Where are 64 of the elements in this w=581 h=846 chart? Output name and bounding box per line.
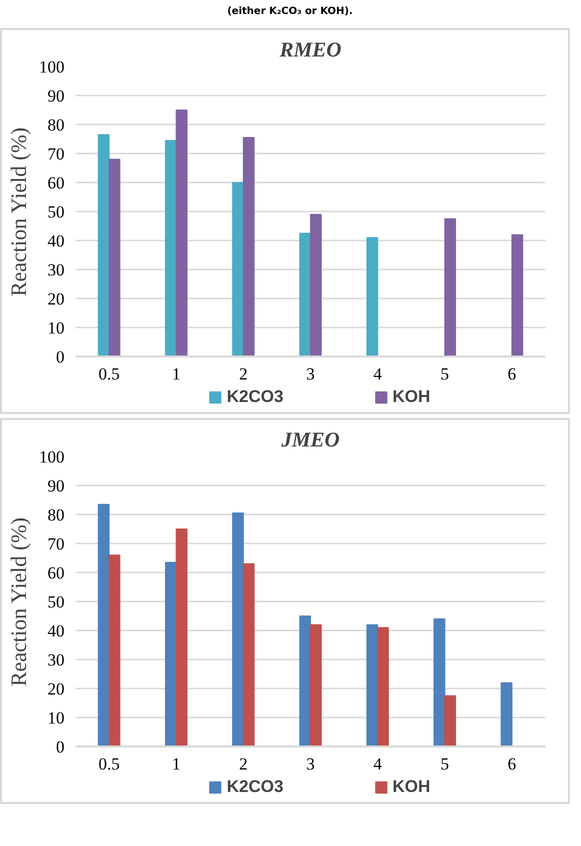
x-tick-label: 1: [172, 754, 180, 774]
y-tick-label: 0: [56, 348, 64, 366]
y-tick-label: 80: [48, 116, 64, 134]
x-tick-label: 5: [440, 364, 450, 384]
bar: [232, 182, 244, 356]
bar: [176, 528, 188, 746]
x-tick-label: 0.5: [98, 364, 120, 384]
y-tick-label: 40: [48, 622, 64, 640]
y-axis-title: Reaction Yield (%): [6, 517, 31, 686]
y-tick-label: 50: [48, 202, 64, 222]
y-tick-label: 30: [48, 260, 64, 280]
bar: [98, 134, 110, 356]
bar: [108, 158, 120, 356]
x-tick-label: 3: [306, 754, 315, 774]
bar: [444, 218, 456, 356]
y-tick-label: 60: [48, 174, 64, 192]
y-tick-label: 10: [48, 708, 64, 728]
y-tick-label: 20: [48, 680, 64, 698]
x-tick-label: 6: [508, 364, 516, 384]
bar: [98, 504, 110, 746]
bar: [310, 214, 322, 356]
bar: [310, 624, 322, 746]
legend-label: K2CO3: [226, 777, 284, 797]
bar: [444, 695, 456, 746]
x-tick-label: 6: [508, 754, 516, 774]
x-tick-label: 5: [440, 754, 450, 774]
y-tick-label: 90: [48, 86, 64, 106]
y-tick-label: 40: [48, 232, 64, 250]
x-tick-label: 3: [306, 364, 315, 384]
x-tick-label: 1: [172, 364, 180, 384]
text: (either K₂CO₃ or KOH).: [227, 5, 353, 19]
y-tick-label: 80: [48, 506, 64, 524]
bar: [108, 554, 120, 746]
bar: [366, 237, 378, 356]
bar: [232, 512, 244, 746]
x-tick-label: 2: [239, 754, 248, 774]
x-tick-label: 4: [373, 754, 382, 774]
y-tick-label: 60: [48, 564, 64, 582]
y-tick-label: 90: [48, 476, 64, 496]
y-axis-title: Reaction Yield (%): [6, 127, 31, 296]
y-tick-label: 100: [39, 58, 64, 76]
x-tick-label: 0.5: [98, 754, 120, 774]
legend-label: KOH: [392, 387, 430, 407]
x-tick-label: 4: [373, 364, 382, 384]
bar: [500, 682, 512, 746]
bar: [434, 618, 446, 746]
y-tick-label: 0: [56, 738, 64, 756]
y-tick-label: 20: [48, 290, 64, 308]
y-tick-label: 100: [39, 448, 64, 466]
x-tick-label: 2: [239, 364, 248, 384]
legend-label: K2CO3: [226, 387, 284, 407]
bar: [176, 110, 188, 356]
y-tick-label: 50: [48, 592, 64, 612]
bar: [511, 234, 524, 356]
legend-label: KOH: [392, 777, 430, 797]
bar: [242, 563, 255, 746]
chart-title: JMEO: [280, 428, 340, 452]
y-tick-label: 10: [48, 318, 64, 338]
bar: [377, 627, 389, 746]
y-tick-label: 30: [48, 650, 64, 670]
bar: [242, 137, 255, 356]
chart-title: RMEO: [278, 38, 342, 62]
y-tick-label: 70: [48, 144, 64, 164]
y-tick-label: 70: [48, 534, 64, 554]
